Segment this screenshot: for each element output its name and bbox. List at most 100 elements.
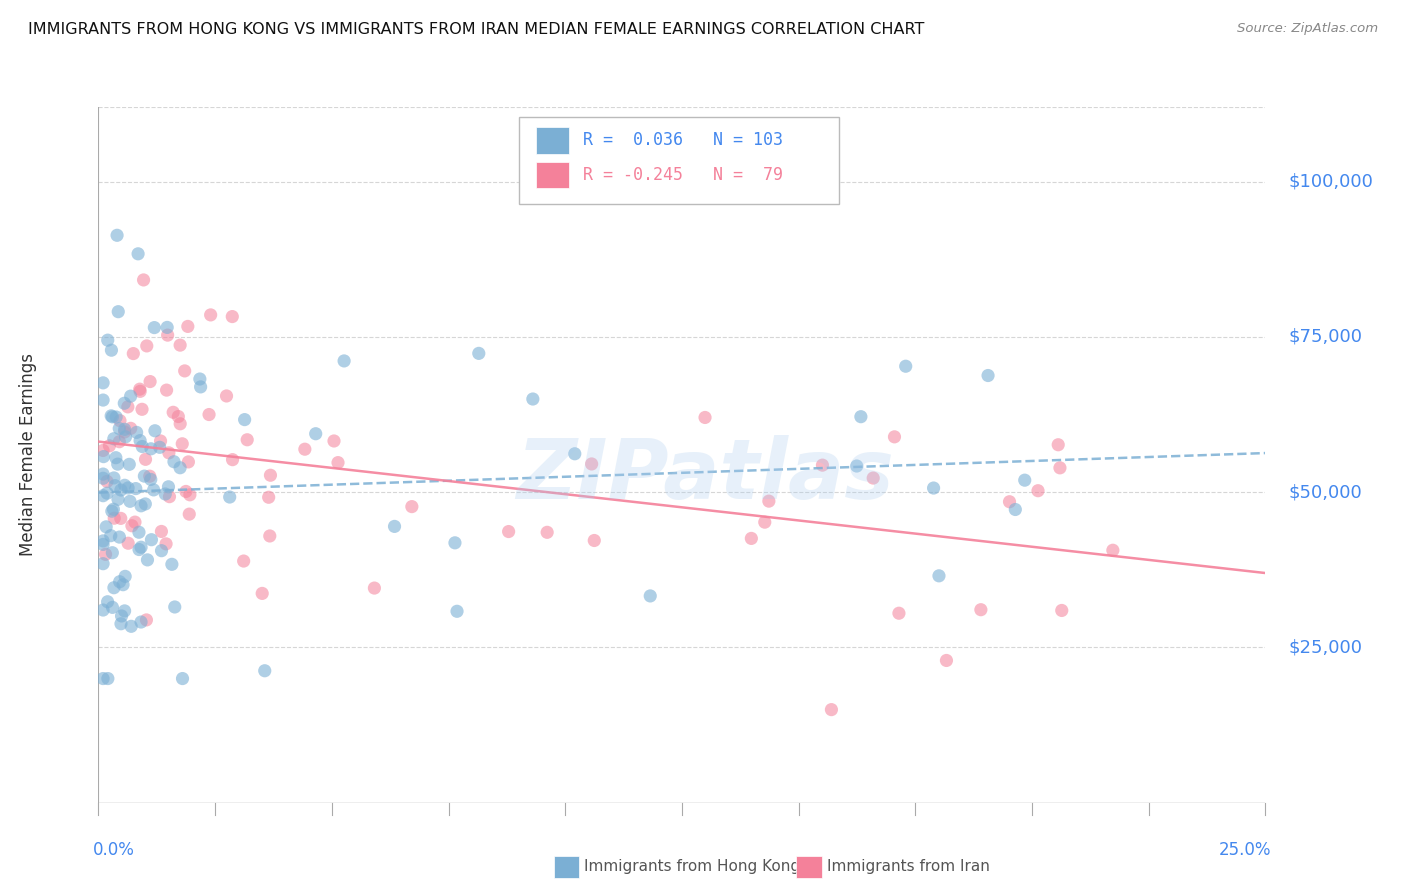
Point: [103, 502, 125, 516]
FancyBboxPatch shape: [519, 118, 839, 204]
Point: [198, 408, 221, 422]
Point: [108, 414, 131, 428]
Point: [114, 569, 136, 583]
Point: [91, 443, 114, 458]
Point: [179, 507, 201, 521]
Point: [94, 547, 117, 561]
Point: [121, 518, 143, 533]
Text: R =  0.036   N = 103: R = 0.036 N = 103: [582, 131, 783, 150]
Point: [754, 515, 776, 529]
Point: [114, 430, 136, 444]
Point: [112, 577, 135, 591]
Point: [156, 320, 179, 334]
Point: [1102, 543, 1125, 558]
Point: [169, 417, 191, 431]
Point: [108, 530, 131, 544]
Point: [135, 613, 157, 627]
Point: [172, 437, 194, 451]
Point: [131, 402, 153, 417]
Point: [136, 553, 159, 567]
Point: [845, 458, 868, 473]
Point: [91, 489, 114, 503]
Point: [1047, 438, 1070, 452]
Point: [143, 320, 166, 334]
Point: [103, 511, 125, 525]
Point: [935, 653, 957, 667]
Point: [104, 478, 127, 492]
Text: $50,000: $50,000: [1289, 483, 1362, 501]
Text: Immigrants from Hong Kong: Immigrants from Hong Kong: [583, 859, 800, 874]
Point: [384, 519, 406, 533]
Point: [128, 542, 150, 557]
Point: [160, 558, 183, 572]
Point: [135, 452, 157, 467]
Point: [120, 389, 142, 403]
Point: [107, 457, 129, 471]
Point: [1026, 483, 1049, 498]
Point: [849, 409, 872, 424]
Point: [138, 469, 160, 483]
Point: [922, 481, 945, 495]
Point: [638, 589, 661, 603]
Point: [96, 520, 118, 534]
Point: [110, 609, 132, 624]
Point: [177, 455, 200, 469]
Point: [117, 400, 139, 414]
Point: [117, 536, 139, 550]
Point: [129, 615, 152, 629]
Point: [132, 273, 155, 287]
Text: $25,000: $25,000: [1289, 639, 1362, 657]
Text: R = -0.245   N =  79: R = -0.245 N = 79: [582, 166, 783, 185]
Text: ZIPatlas: ZIPatlas: [516, 435, 894, 516]
Point: [134, 469, 156, 483]
Point: [887, 606, 910, 620]
Point: [363, 581, 385, 595]
Point: [883, 430, 905, 444]
Point: [105, 228, 128, 243]
Point: [1049, 460, 1071, 475]
Point: [129, 499, 152, 513]
Point: [156, 328, 179, 343]
Point: [100, 529, 122, 543]
Text: 0.0%: 0.0%: [93, 841, 135, 859]
Point: [91, 471, 114, 485]
Point: [155, 537, 177, 551]
Point: [104, 450, 127, 465]
Point: [167, 409, 190, 424]
Point: [91, 376, 114, 390]
Point: [758, 494, 780, 508]
Point: [446, 604, 468, 618]
Point: [583, 533, 606, 548]
Point: [91, 467, 114, 481]
Bar: [536, 162, 568, 188]
Point: [108, 434, 131, 449]
Point: [103, 471, 125, 485]
Bar: [554, 855, 579, 878]
Point: [120, 421, 142, 435]
Point: [101, 504, 124, 518]
Point: [139, 375, 162, 389]
Point: [259, 529, 281, 543]
Point: [97, 595, 120, 609]
Point: [129, 540, 152, 554]
Point: [564, 447, 586, 461]
Point: [259, 468, 281, 483]
Point: [110, 483, 132, 497]
Text: $100,000: $100,000: [1289, 172, 1374, 191]
Point: [134, 497, 156, 511]
Bar: [796, 855, 823, 878]
Point: [96, 486, 118, 500]
Point: [108, 574, 131, 589]
Point: [107, 304, 129, 318]
Point: [101, 546, 124, 560]
Point: [149, 434, 172, 448]
Point: [127, 247, 149, 261]
Text: IMMIGRANTS FROM HONG KONG VS IMMIGRANTS FROM IRAN MEDIAN FEMALE EARNINGS CORRELA: IMMIGRANTS FROM HONG KONG VS IMMIGRANTS …: [28, 22, 925, 37]
Point: [98, 439, 121, 453]
Point: [97, 333, 120, 347]
Point: [257, 490, 280, 504]
Point: [118, 494, 141, 508]
Point: [233, 412, 256, 426]
Point: [221, 452, 243, 467]
Point: [253, 664, 276, 678]
